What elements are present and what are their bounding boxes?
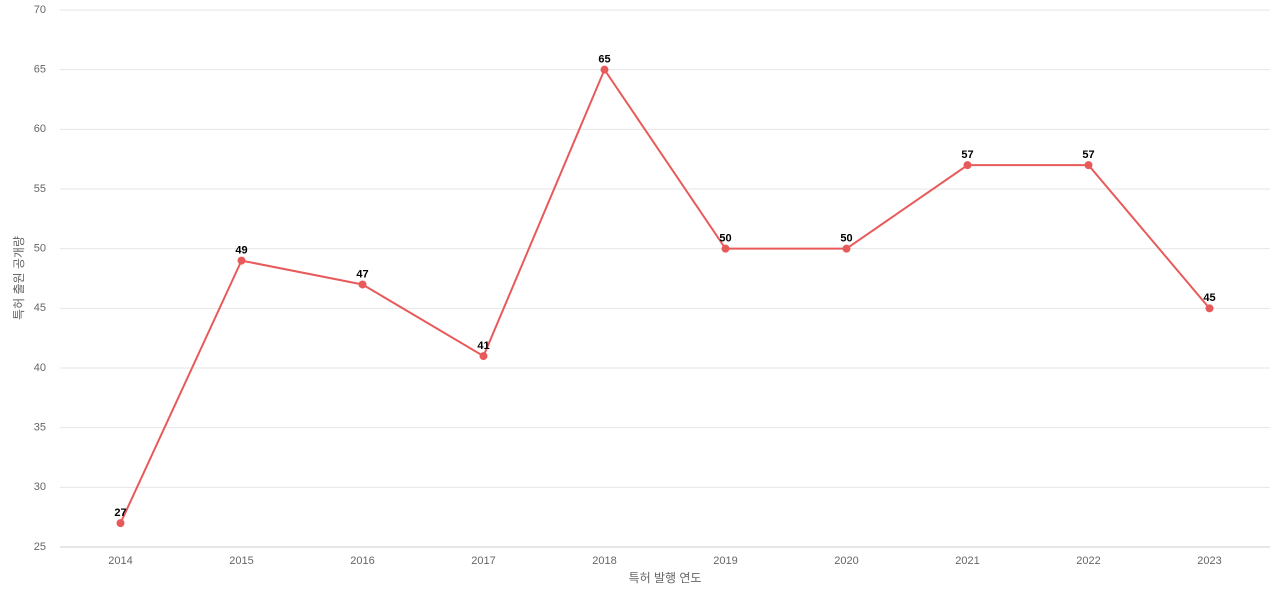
y-tick-label: 55 (34, 183, 46, 195)
x-axis-title: 특허 발행 연도 (629, 570, 702, 585)
point (116, 519, 125, 528)
value-label: 49 (235, 245, 247, 257)
value-label: 41 (477, 340, 489, 352)
y-tick-label: 35 (34, 422, 46, 434)
point (358, 280, 367, 289)
x-tick-label: 2014 (108, 555, 132, 567)
y-tick-label: 40 (34, 362, 46, 374)
x-tick-label: 2018 (592, 555, 616, 567)
value-label: 65 (598, 54, 610, 66)
point (600, 65, 609, 74)
x-tick-label: 2015 (229, 555, 253, 567)
point (842, 244, 851, 253)
point (479, 352, 488, 361)
x-tick-label: 2021 (955, 555, 979, 567)
point (237, 256, 246, 265)
line (119, 67, 1211, 524)
x-tick-label: 2020 (834, 555, 858, 567)
y-tick-label: 30 (34, 481, 46, 493)
y-axis-title: 특허 출원 공개량 (12, 236, 26, 320)
point (1205, 304, 1214, 313)
point (721, 244, 730, 253)
x-tick-label: 2016 (350, 555, 374, 567)
x-tick-label: 2019 (713, 555, 737, 567)
value-label: 57 (1082, 149, 1094, 161)
y-tick-label: 45 (34, 302, 46, 314)
point (1084, 161, 1093, 170)
value-label: 47 (356, 268, 368, 280)
x-tick-label: 2022 (1076, 555, 1100, 567)
y-tick-label: 70 (34, 4, 46, 16)
x-tick-label: 2017 (471, 555, 495, 567)
value-label: 27 (114, 507, 126, 519)
value-label: 57 (961, 149, 973, 161)
value-label: 50 (840, 233, 852, 245)
value-label: 50 (719, 233, 731, 245)
point (963, 161, 972, 170)
y-tick-label: 65 (34, 64, 46, 76)
x-tick-label: 2023 (1197, 555, 1221, 567)
y-tick-label: 25 (34, 541, 46, 553)
value-label: 45 (1203, 292, 1215, 304)
y-tick-label: 60 (34, 123, 46, 135)
y-tick-label: 50 (34, 243, 46, 255)
